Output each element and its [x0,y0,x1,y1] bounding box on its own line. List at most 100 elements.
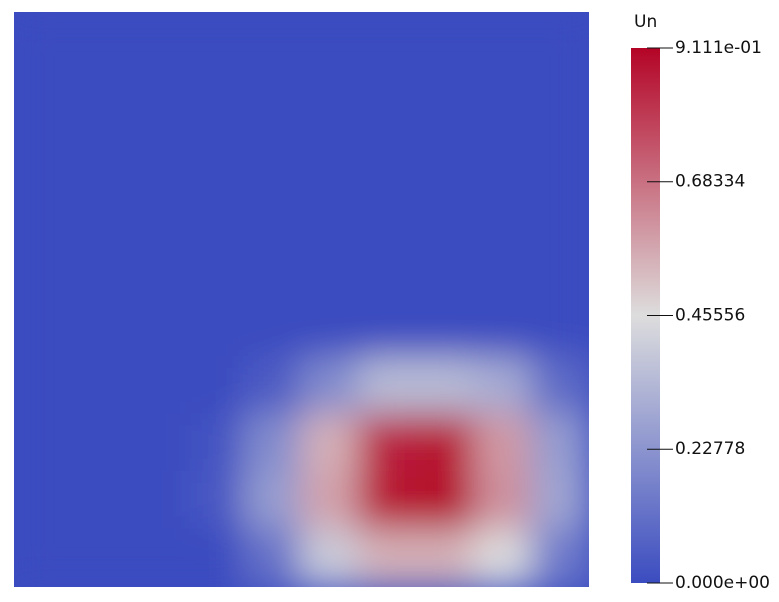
field-cell [473,241,533,301]
colorbar-tick-label: 0.000e+00 [675,573,770,593]
field-cell [530,298,589,358]
field-cell [70,356,130,416]
field-cell [358,183,418,243]
field-cell [358,471,418,531]
field-cell [473,126,533,186]
field-cell [185,298,245,358]
field-cell [14,12,73,71]
field-cell [185,12,245,71]
field-cell [14,471,73,531]
field-cell [473,298,533,358]
field-cell [70,12,130,71]
field-cell [70,126,130,186]
field-cell [14,241,73,301]
field-cell [300,356,360,416]
field-cell [530,413,589,473]
field-cell [128,528,188,587]
field-cell [530,471,589,531]
field-cell [300,12,360,71]
field-cell [128,241,188,301]
field-cell [358,241,418,301]
field-view [14,12,589,587]
colorbar-tick-label: 0.45556 [675,305,745,325]
field-cell [243,12,303,71]
field-cell [415,183,475,243]
field-cell [185,528,245,587]
field-cell [530,241,589,301]
field-cell [243,356,303,416]
field-cell [415,356,475,416]
field-cell [530,126,589,186]
field-cell [358,528,418,587]
field-cell [415,241,475,301]
field-cell [70,68,130,128]
field-cell [415,126,475,186]
field-cell [128,183,188,243]
field-cell [70,183,130,243]
field-cell [128,471,188,531]
field-cell [70,471,130,531]
colorbar-tick-label: 9.111e-01 [675,38,762,58]
field-cell [185,471,245,531]
field-cell [243,183,303,243]
field-cell [473,68,533,128]
field-cell [415,528,475,587]
field-cell [243,126,303,186]
field-cell [300,126,360,186]
field-cell [530,528,589,587]
field-cell [300,471,360,531]
field-cell [128,356,188,416]
field-cell [128,68,188,128]
field-cell [185,413,245,473]
field-cell [185,241,245,301]
field-cell [358,413,418,473]
field-cell [473,356,533,416]
field-cell [70,298,130,358]
field-cell [128,298,188,358]
field-cell [128,126,188,186]
field-cell [185,356,245,416]
field-cell [300,528,360,587]
field-cell [530,356,589,416]
field-cell [243,471,303,531]
field-cell [358,356,418,416]
field-cell [70,528,130,587]
field-cell [185,126,245,186]
colorbar-tick-label: 0.68334 [675,172,745,192]
field-cell [243,298,303,358]
field-cell [243,528,303,587]
field-cell [300,183,360,243]
field-cell [530,183,589,243]
field-cell [70,241,130,301]
field-cell [358,298,418,358]
field-cell [415,12,475,71]
field [14,12,589,587]
field-cell [300,241,360,301]
field-cell [14,413,73,473]
field-cell [415,298,475,358]
field-cell [14,528,73,587]
field-cell [14,126,73,186]
colorbar-tick-label: 0.22778 [675,439,745,459]
field-cell [415,471,475,531]
colorbar-ticks: 0.000e+00 0.22778 0.45556 0.68334 9.111e-01 [647,38,770,593]
field-cell [300,413,360,473]
field-cell [358,126,418,186]
field-cell [14,356,73,416]
field-cell [243,413,303,473]
field-cell [300,298,360,358]
colorbar-title: Un [634,12,657,32]
field-cell [473,413,533,473]
field-cell [14,298,73,358]
field-cell [70,413,130,473]
field-cell [14,183,73,243]
field-cell [473,471,533,531]
field-cell [185,183,245,243]
field-cell [473,528,533,587]
field-cell [14,68,73,128]
field-cell [473,12,533,71]
field-cell [300,68,360,128]
field-cell [243,241,303,301]
field-cell [415,68,475,128]
